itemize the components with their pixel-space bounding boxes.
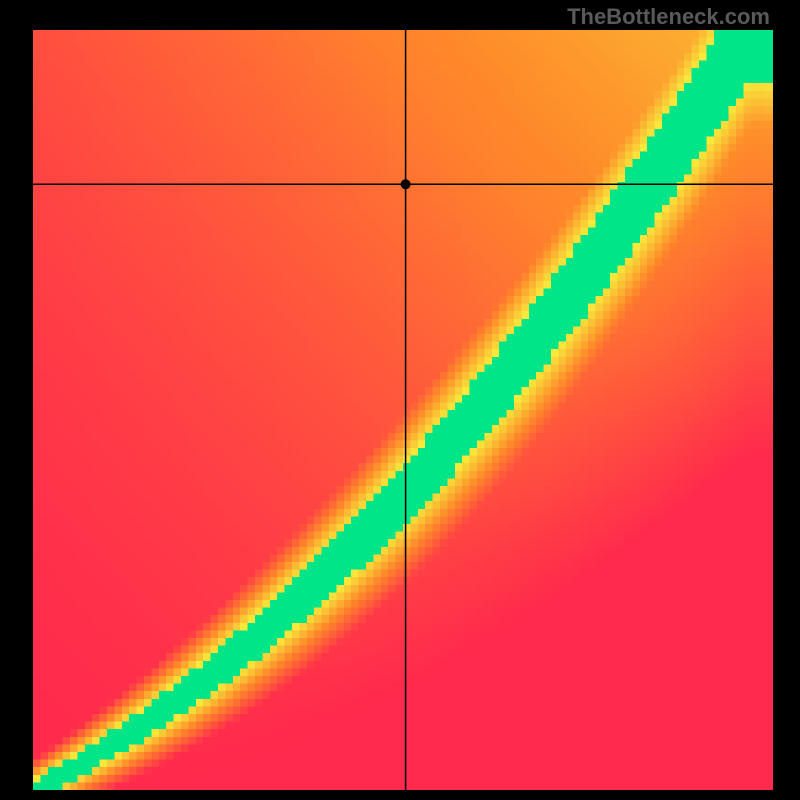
bottleneck-heatmap — [33, 30, 773, 790]
chart-container: TheBottleneck.com — [0, 0, 800, 800]
watermark-text: TheBottleneck.com — [567, 4, 770, 30]
